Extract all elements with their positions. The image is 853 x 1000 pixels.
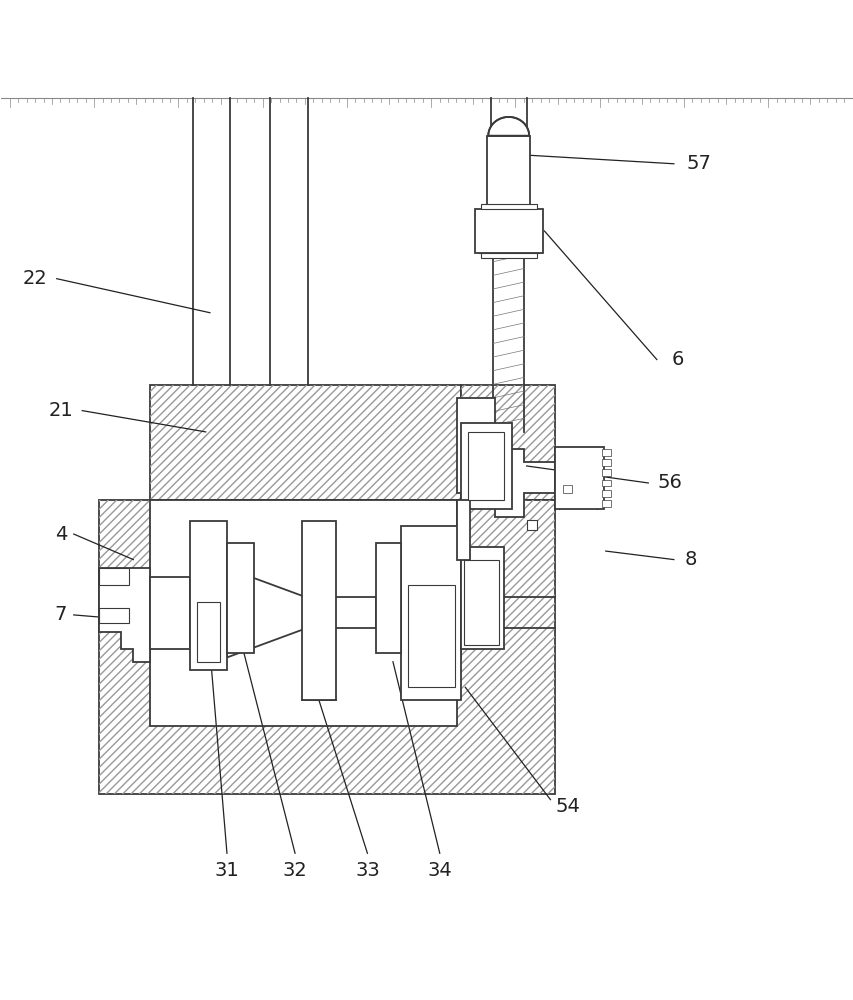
- Bar: [456, 500, 469, 560]
- Bar: [480, 204, 537, 209]
- Bar: [461, 423, 512, 509]
- Bar: [601, 469, 610, 476]
- Polygon shape: [150, 577, 190, 649]
- Text: 32: 32: [282, 861, 307, 880]
- Bar: [99, 568, 129, 585]
- Bar: [467, 432, 504, 500]
- Polygon shape: [227, 568, 307, 657]
- Bar: [190, 521, 227, 670]
- Bar: [99, 500, 554, 794]
- Text: 8: 8: [684, 550, 696, 569]
- Bar: [562, 485, 571, 493]
- Text: 57: 57: [686, 154, 711, 173]
- Bar: [480, 253, 537, 258]
- Text: 21: 21: [49, 401, 73, 420]
- Bar: [601, 480, 610, 486]
- Polygon shape: [461, 385, 554, 500]
- Polygon shape: [99, 568, 150, 662]
- Bar: [401, 526, 461, 700]
- Text: 33: 33: [355, 861, 380, 880]
- Bar: [408, 585, 455, 687]
- Bar: [601, 490, 610, 497]
- Text: 6: 6: [671, 350, 683, 369]
- Text: 34: 34: [426, 861, 451, 880]
- Text: 22: 22: [23, 269, 48, 288]
- Bar: [554, 447, 603, 509]
- Bar: [464, 560, 498, 645]
- Bar: [601, 449, 610, 456]
- Text: 56: 56: [657, 473, 682, 492]
- Bar: [601, 459, 610, 466]
- Bar: [150, 500, 456, 726]
- Polygon shape: [375, 568, 461, 657]
- Bar: [99, 608, 129, 623]
- Text: 31: 31: [214, 861, 239, 880]
- Bar: [487, 136, 530, 206]
- Polygon shape: [488, 117, 529, 136]
- Bar: [601, 500, 610, 507]
- Bar: [461, 547, 503, 649]
- Bar: [227, 543, 254, 653]
- Bar: [474, 209, 543, 253]
- Text: 4: 4: [55, 525, 67, 544]
- Bar: [150, 500, 456, 726]
- Polygon shape: [150, 385, 461, 500]
- Bar: [526, 520, 537, 530]
- Text: 54: 54: [554, 797, 579, 816]
- Text: 7: 7: [55, 605, 67, 624]
- Bar: [197, 602, 220, 662]
- Bar: [301, 521, 335, 700]
- Bar: [375, 543, 401, 653]
- Polygon shape: [456, 398, 554, 517]
